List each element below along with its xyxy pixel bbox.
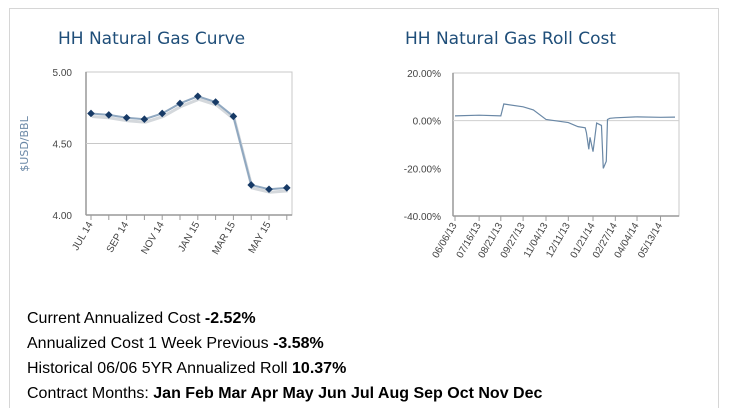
roll-statistics: Current Annualized Cost -2.52% Annualize… xyxy=(27,306,542,406)
roll-y-tick-label: 0.00% xyxy=(413,117,441,128)
roll-y-tick-label: -40.00% xyxy=(404,212,441,223)
curve-point xyxy=(140,115,149,123)
historical-roll-value: 10.37% xyxy=(292,360,347,377)
curve-point xyxy=(194,92,202,101)
curve-chart-title: HH Natural Gas Curve xyxy=(58,29,246,49)
current-cost-label: Current Annualized Cost xyxy=(27,310,205,327)
curve-y-axis-label: $USD/BBL xyxy=(18,115,31,171)
curve-point xyxy=(176,99,184,108)
curve-x-tick-label: JUL 14 xyxy=(70,220,95,253)
roll-y-tick-label: -20.00% xyxy=(404,164,441,175)
previous-week-value: -3.58% xyxy=(273,335,324,352)
panel-frame xyxy=(9,8,719,408)
curve-point xyxy=(87,109,95,118)
roll-y-tick-label: 20.00% xyxy=(407,69,441,80)
previous-week-label: Annualized Cost 1 Week Previous xyxy=(27,335,274,352)
roll-cost-chart: 20.00%0.00%-20.00%-40.00%06/06/1307/16/1… xyxy=(404,69,680,260)
roll-plot-area xyxy=(452,72,680,217)
curve-point xyxy=(122,113,131,122)
curve-point xyxy=(211,98,220,106)
curve-x-tick-label: MAY 15 xyxy=(247,220,274,256)
current-cost-value: -2.52% xyxy=(204,310,256,327)
curve-x-tick-label: NOV 14 xyxy=(139,220,167,257)
curve-point xyxy=(265,185,273,194)
curve-y-tick-label: 5.00 xyxy=(53,68,73,79)
curve-point xyxy=(283,184,291,192)
historical-annualized-roll: Historical 06/06 5YR Annualized Roll 10.… xyxy=(27,356,542,381)
contract-months-value: Jan Feb Mar Apr May Jun Jul Aug Sep Oct … xyxy=(153,385,543,402)
curve-point xyxy=(229,112,238,121)
curve-x-tick-label: SEP 14 xyxy=(105,220,132,255)
curve-point xyxy=(158,109,166,118)
curve-y-tick-label: 4.00 xyxy=(53,211,73,222)
historical-roll-label: Historical 06/06 5YR Annualized Roll xyxy=(27,360,293,377)
curve-point xyxy=(105,111,113,119)
curve-point xyxy=(247,181,255,189)
curve-x-tick-label: MAR 15 xyxy=(210,220,238,257)
curve-line-shadow xyxy=(91,97,288,194)
curve-x-tick-label: JAN 15 xyxy=(176,220,202,254)
contract-months: Contract Months: Jan Feb Mar Apr May Jun… xyxy=(27,381,542,406)
current-annualized-cost: Current Annualized Cost -2.52% xyxy=(27,306,542,331)
curve-y-tick-label: 4.50 xyxy=(53,140,73,151)
roll-cost-chart-title: HH Natural Gas Roll Cost xyxy=(405,29,617,49)
contract-months-label: Contract Months: xyxy=(27,385,154,402)
roll-series-line xyxy=(454,103,676,169)
previous-week-annualized-cost: Annualized Cost 1 Week Previous -3.58% xyxy=(27,331,542,356)
